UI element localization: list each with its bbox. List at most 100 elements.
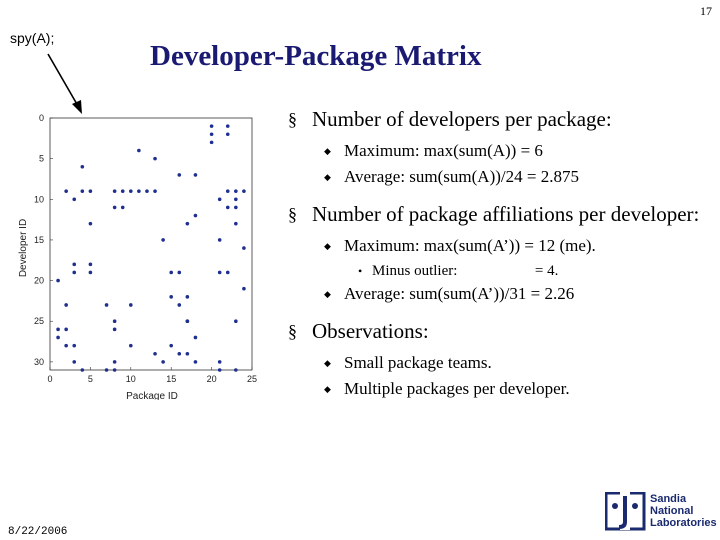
plot-point xyxy=(56,335,60,340)
x-tick-label: 5 xyxy=(88,374,93,384)
plot-point xyxy=(217,360,222,364)
plot-point xyxy=(112,368,117,372)
bullet-multiple-packages: Multiple packages per developer. xyxy=(288,377,713,401)
plot-point xyxy=(88,221,93,226)
plot-point xyxy=(185,221,190,226)
bullet-observations: Observations: xyxy=(288,318,713,345)
plot-point xyxy=(234,189,238,193)
plot-frame xyxy=(49,117,253,371)
plot-point xyxy=(242,246,246,250)
plot-point xyxy=(217,368,222,372)
logo-line-3: Laboratories xyxy=(650,517,717,529)
plot-point xyxy=(161,238,165,242)
plot-point xyxy=(64,343,68,348)
plot-point xyxy=(161,360,165,364)
plot-point xyxy=(112,360,117,364)
y-tick-label: 10 xyxy=(34,194,44,204)
plot-point xyxy=(185,295,190,299)
plot-point xyxy=(112,319,117,324)
bullet-small-teams: Small package teams. xyxy=(288,351,713,375)
plot-point xyxy=(242,286,246,291)
plot-point xyxy=(64,189,68,193)
plot-point xyxy=(169,295,173,299)
plot-point xyxy=(56,278,60,283)
x-tick-label: 0 xyxy=(47,374,52,384)
plot-point xyxy=(177,270,182,275)
page-title: Developer-Package Matrix xyxy=(150,40,482,72)
x-axis-label: Package ID xyxy=(126,391,178,400)
plot-point xyxy=(209,140,214,145)
plot-point xyxy=(234,319,238,324)
plot-point xyxy=(153,189,157,193)
plot-point xyxy=(72,262,77,267)
bullet-minus-outlier: Minus outlier: = 4. xyxy=(288,260,713,282)
plot-point xyxy=(80,368,85,372)
plot-point xyxy=(104,368,109,372)
plot-point xyxy=(129,303,133,307)
plot-points xyxy=(56,124,246,372)
plot-point xyxy=(217,238,222,242)
plot-point xyxy=(80,164,85,169)
plot-point xyxy=(129,343,133,348)
plot-point xyxy=(234,205,238,210)
plot-point xyxy=(137,148,141,153)
plot-point xyxy=(88,189,93,193)
y-tick-label: 15 xyxy=(34,235,44,245)
plot-point xyxy=(88,270,93,275)
plot-point xyxy=(145,189,149,193)
logo-line-1: Sandia xyxy=(650,493,687,505)
logo-text: Sandia National Laboratories xyxy=(650,493,717,529)
bullet-max-developers: Maximum: max(sum(A)) = 6 xyxy=(288,139,713,163)
plot-point xyxy=(177,173,182,177)
plot-point xyxy=(169,270,173,275)
plot-point xyxy=(169,343,173,348)
y-tick-label: 20 xyxy=(34,276,44,286)
plot-point xyxy=(72,197,77,202)
plot-point xyxy=(153,351,157,356)
plot-point xyxy=(120,189,125,193)
x-tick-label: 10 xyxy=(126,374,136,384)
plot-point xyxy=(217,197,222,202)
x-tick-label: 25 xyxy=(247,374,257,384)
plot-point xyxy=(185,319,190,324)
plot-point xyxy=(217,270,222,275)
plot-point xyxy=(209,124,214,128)
plot-point xyxy=(88,262,93,267)
outlier-label: Minus outlier: xyxy=(372,263,458,279)
x-tick-label: 20 xyxy=(207,374,217,384)
plot-point xyxy=(112,189,117,193)
plot-point xyxy=(112,205,117,210)
plot-point xyxy=(193,360,198,364)
bullet-avg-affiliations: Average: sum(sum(A’))/31 = 2.26 xyxy=(288,282,713,306)
plot-point xyxy=(193,173,198,177)
plot-point xyxy=(225,124,230,128)
y-tick-label: 0 xyxy=(39,113,44,123)
x-tick-label: 15 xyxy=(166,374,176,384)
plot-point xyxy=(112,327,117,332)
bullet-avg-developers: Average: sum(sum(A))/24 = 2.875 xyxy=(288,165,713,189)
bullet-affiliations-per-developer: Number of package affiliations per devel… xyxy=(288,201,713,228)
plot-point xyxy=(225,205,230,210)
plot-point xyxy=(129,189,133,193)
bullet-developers-per-package: Number of developers per package: xyxy=(288,106,713,133)
slide-date: 8/22/2006 xyxy=(8,526,68,538)
plot-point xyxy=(72,360,77,364)
plot-point xyxy=(234,368,238,372)
plot-point xyxy=(193,335,198,340)
bullet-max-affiliations: Maximum: max(sum(A’)) = 12 (me). xyxy=(288,234,713,258)
plot-point xyxy=(64,303,68,307)
plot-point xyxy=(225,189,230,193)
plot-point xyxy=(137,189,141,193)
plot-point xyxy=(209,132,214,137)
logo-line-2: National xyxy=(650,505,694,517)
y-tick-label: 30 xyxy=(34,357,44,367)
plot-axes xyxy=(49,117,253,371)
plot-point xyxy=(104,303,109,307)
plot-point xyxy=(56,327,60,332)
plot-point xyxy=(177,351,182,356)
plot-point xyxy=(120,205,125,210)
slide-number: 17 xyxy=(700,4,712,18)
plot-point xyxy=(242,189,246,193)
plot-point xyxy=(72,270,77,275)
arrow-icon xyxy=(47,53,82,114)
